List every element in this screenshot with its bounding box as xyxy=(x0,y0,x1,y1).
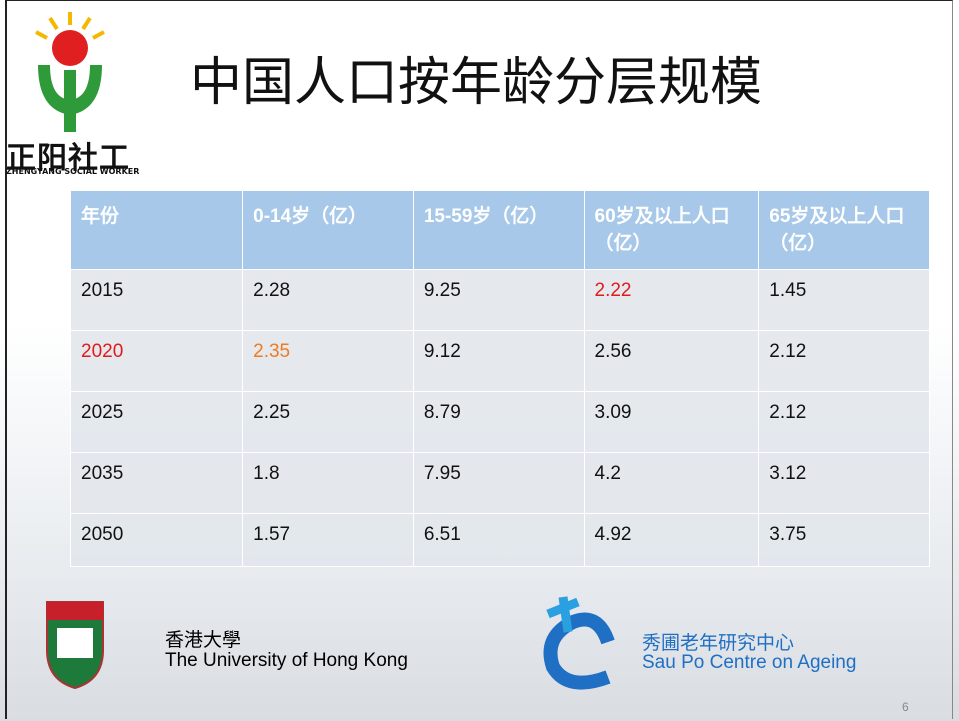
logo-subtitle: ZHENGYANG SOCIAL WORKER xyxy=(6,167,140,176)
header-cell: 0-14岁（亿） xyxy=(242,190,414,270)
hku-crest xyxy=(46,601,104,690)
table-cell: 3.75 xyxy=(758,513,930,567)
table-cell: 9.12 xyxy=(412,330,585,392)
logo-name: 正阳社工 xyxy=(6,141,130,176)
logo-icon xyxy=(35,12,105,132)
table-cell: 2025 xyxy=(69,391,244,453)
table-cell: 2.25 xyxy=(242,391,414,453)
table-cell: 2015 xyxy=(69,269,244,331)
table-cell: 4.92 xyxy=(583,513,760,567)
table-cell: 2.28 xyxy=(242,269,414,331)
table-cell: 2035 xyxy=(69,452,244,514)
table-cell: 8.79 xyxy=(412,391,585,453)
slide-title: 中国人口按年龄分层规模 xyxy=(190,53,763,113)
table-cell: 3.09 xyxy=(583,391,760,453)
table-cell: 4.2 xyxy=(583,452,760,514)
frame xyxy=(5,0,953,719)
table-cell: 2.22 xyxy=(583,269,760,331)
table-row: 2050 1.57 6.51 4.92 3.75 xyxy=(69,513,930,567)
table-cell: 2.56 xyxy=(583,330,760,392)
table-cell: 3.12 xyxy=(758,452,930,514)
saupo-logo xyxy=(543,596,615,690)
page-number: 6 xyxy=(902,700,909,714)
population-table: 年份 0-14岁（亿） 15-59岁（亿） 60岁及以上人口（亿） 65岁及以上人口（亿… xyxy=(69,190,930,567)
header-cell: 65岁及以上人口（亿） xyxy=(758,190,930,270)
table-row: 2020 2.35 9.12 2.56 2.12 xyxy=(69,330,930,392)
saupo-english: Sau Po Centre on Ageing xyxy=(642,652,857,673)
table-cell: 2020 xyxy=(69,330,244,392)
hku-chinese: 香港大學 xyxy=(165,630,242,651)
table-row: 2015 2.28 9.25 2.22 1.45 xyxy=(69,269,930,331)
table-cell: 2.12 xyxy=(758,391,930,453)
table-cell: 1.45 xyxy=(758,269,930,331)
table-cell: 1.8 xyxy=(242,452,414,514)
hku-english: The University of Hong Kong xyxy=(165,650,408,671)
table-cell: 7.95 xyxy=(412,452,585,514)
table-cell: 6.51 xyxy=(412,513,585,567)
table-cell: 2050 xyxy=(69,513,244,567)
table-cell: 2.35 xyxy=(242,330,414,392)
table-row: 2025 2.25 8.79 3.09 2.12 xyxy=(69,391,930,453)
saupo-chinese: 秀圃老年研究中心 xyxy=(642,633,795,654)
header-cell: 15-59岁（亿） xyxy=(412,190,585,270)
table-cell: 2.12 xyxy=(758,330,930,392)
table-cell: 1.57 xyxy=(242,513,414,567)
header-cell: 年份 xyxy=(69,190,244,270)
header-cell: 60岁及以上人口（亿） xyxy=(583,190,760,270)
table-cell: 9.25 xyxy=(412,269,585,331)
table-row: 2035 1.8 7.95 4.2 3.12 xyxy=(69,452,930,514)
